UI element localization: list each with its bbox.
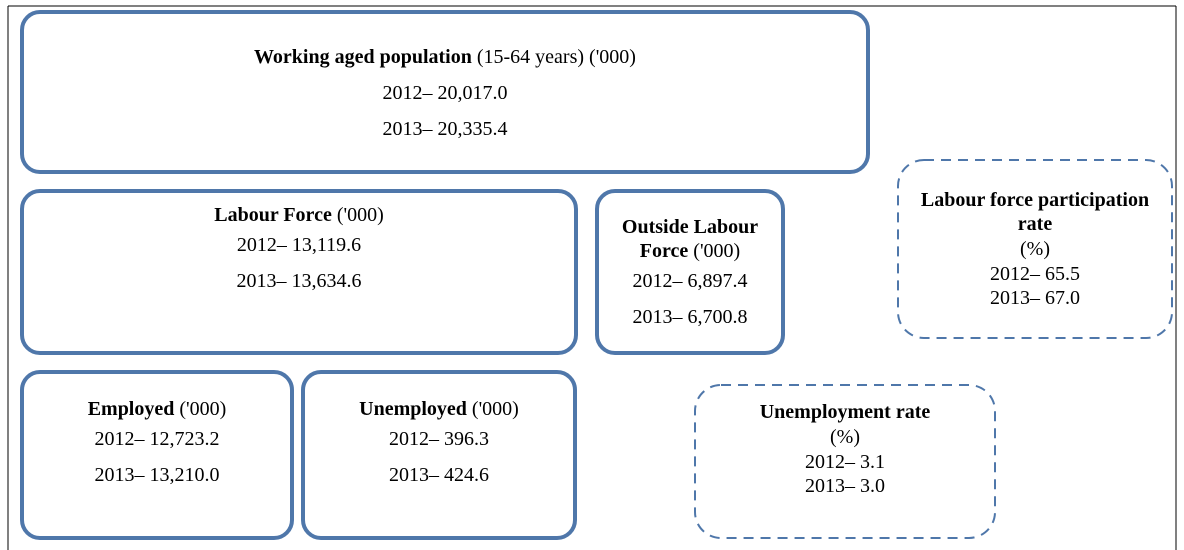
node-title: Employed [87,398,175,420]
node-line: 2012– 3.1 [805,451,885,473]
node-line: 2013– 424.6 [389,464,489,486]
node-line: 2013– 67.0 [990,287,1080,309]
node-subtitle: ('000) [179,398,227,420]
node: Unemployed ('000) 2012– 396.3 2013– 424.… [303,380,575,510]
box [595,189,785,355]
node-subtitle: ('000) [471,398,519,420]
box [20,10,870,174]
node-line: 2012– 65.5 [990,263,1080,285]
box [301,370,577,540]
node-subtitle: (15-64 years) ('000) [476,46,636,68]
dashed-box [897,159,1173,339]
node: Working aged population (15-64 years) ('… [22,14,868,172]
node: Outside Labour Force ('000) 2012– 6,897.… [612,200,768,350]
node-title: Labour Force [214,204,332,226]
node: Labour force participation rate (%) 2012… [905,160,1165,338]
node-line: 2012– 12,723.2 [94,428,220,450]
node-line: 2012– 6,897.4 [632,270,748,292]
node-subtitle: (%) [830,426,860,448]
node-title: Outside Labour Force [621,216,759,262]
node-subtitle: ('000) [336,204,384,226]
node-line: 2013– 6,700.8 [632,306,748,328]
node-line: 2013– 13,210.0 [94,464,220,486]
node-subtitle: ('000) [693,240,741,262]
node-title: Unemployed [359,398,467,420]
node-line: 2012– 20,017.0 [382,82,508,104]
node-title: Unemployment rate [759,401,931,423]
node: Unemployment rate (%) 2012– 3.1 2013– 3.… [695,385,995,513]
node: Labour Force ('000) 2012– 13,119.6 2013–… [22,191,576,333]
node-subtitle: (%) [1020,238,1050,260]
node-title: Labour force participation rate [920,189,1150,235]
node-line: 2013– 20,335.4 [382,118,508,140]
box [20,370,294,540]
node: Employed ('000) 2012– 12,723.2 2013– 13,… [22,380,292,510]
node-line: 2013– 3.0 [805,475,885,497]
node-title: Working aged population [254,46,472,68]
node-line: 2012– 13,119.6 [236,234,362,256]
node-line: 2013– 13,634.6 [236,270,362,292]
dashed-box [694,384,996,539]
box [20,189,578,355]
node-line: 2012– 396.3 [389,428,489,450]
